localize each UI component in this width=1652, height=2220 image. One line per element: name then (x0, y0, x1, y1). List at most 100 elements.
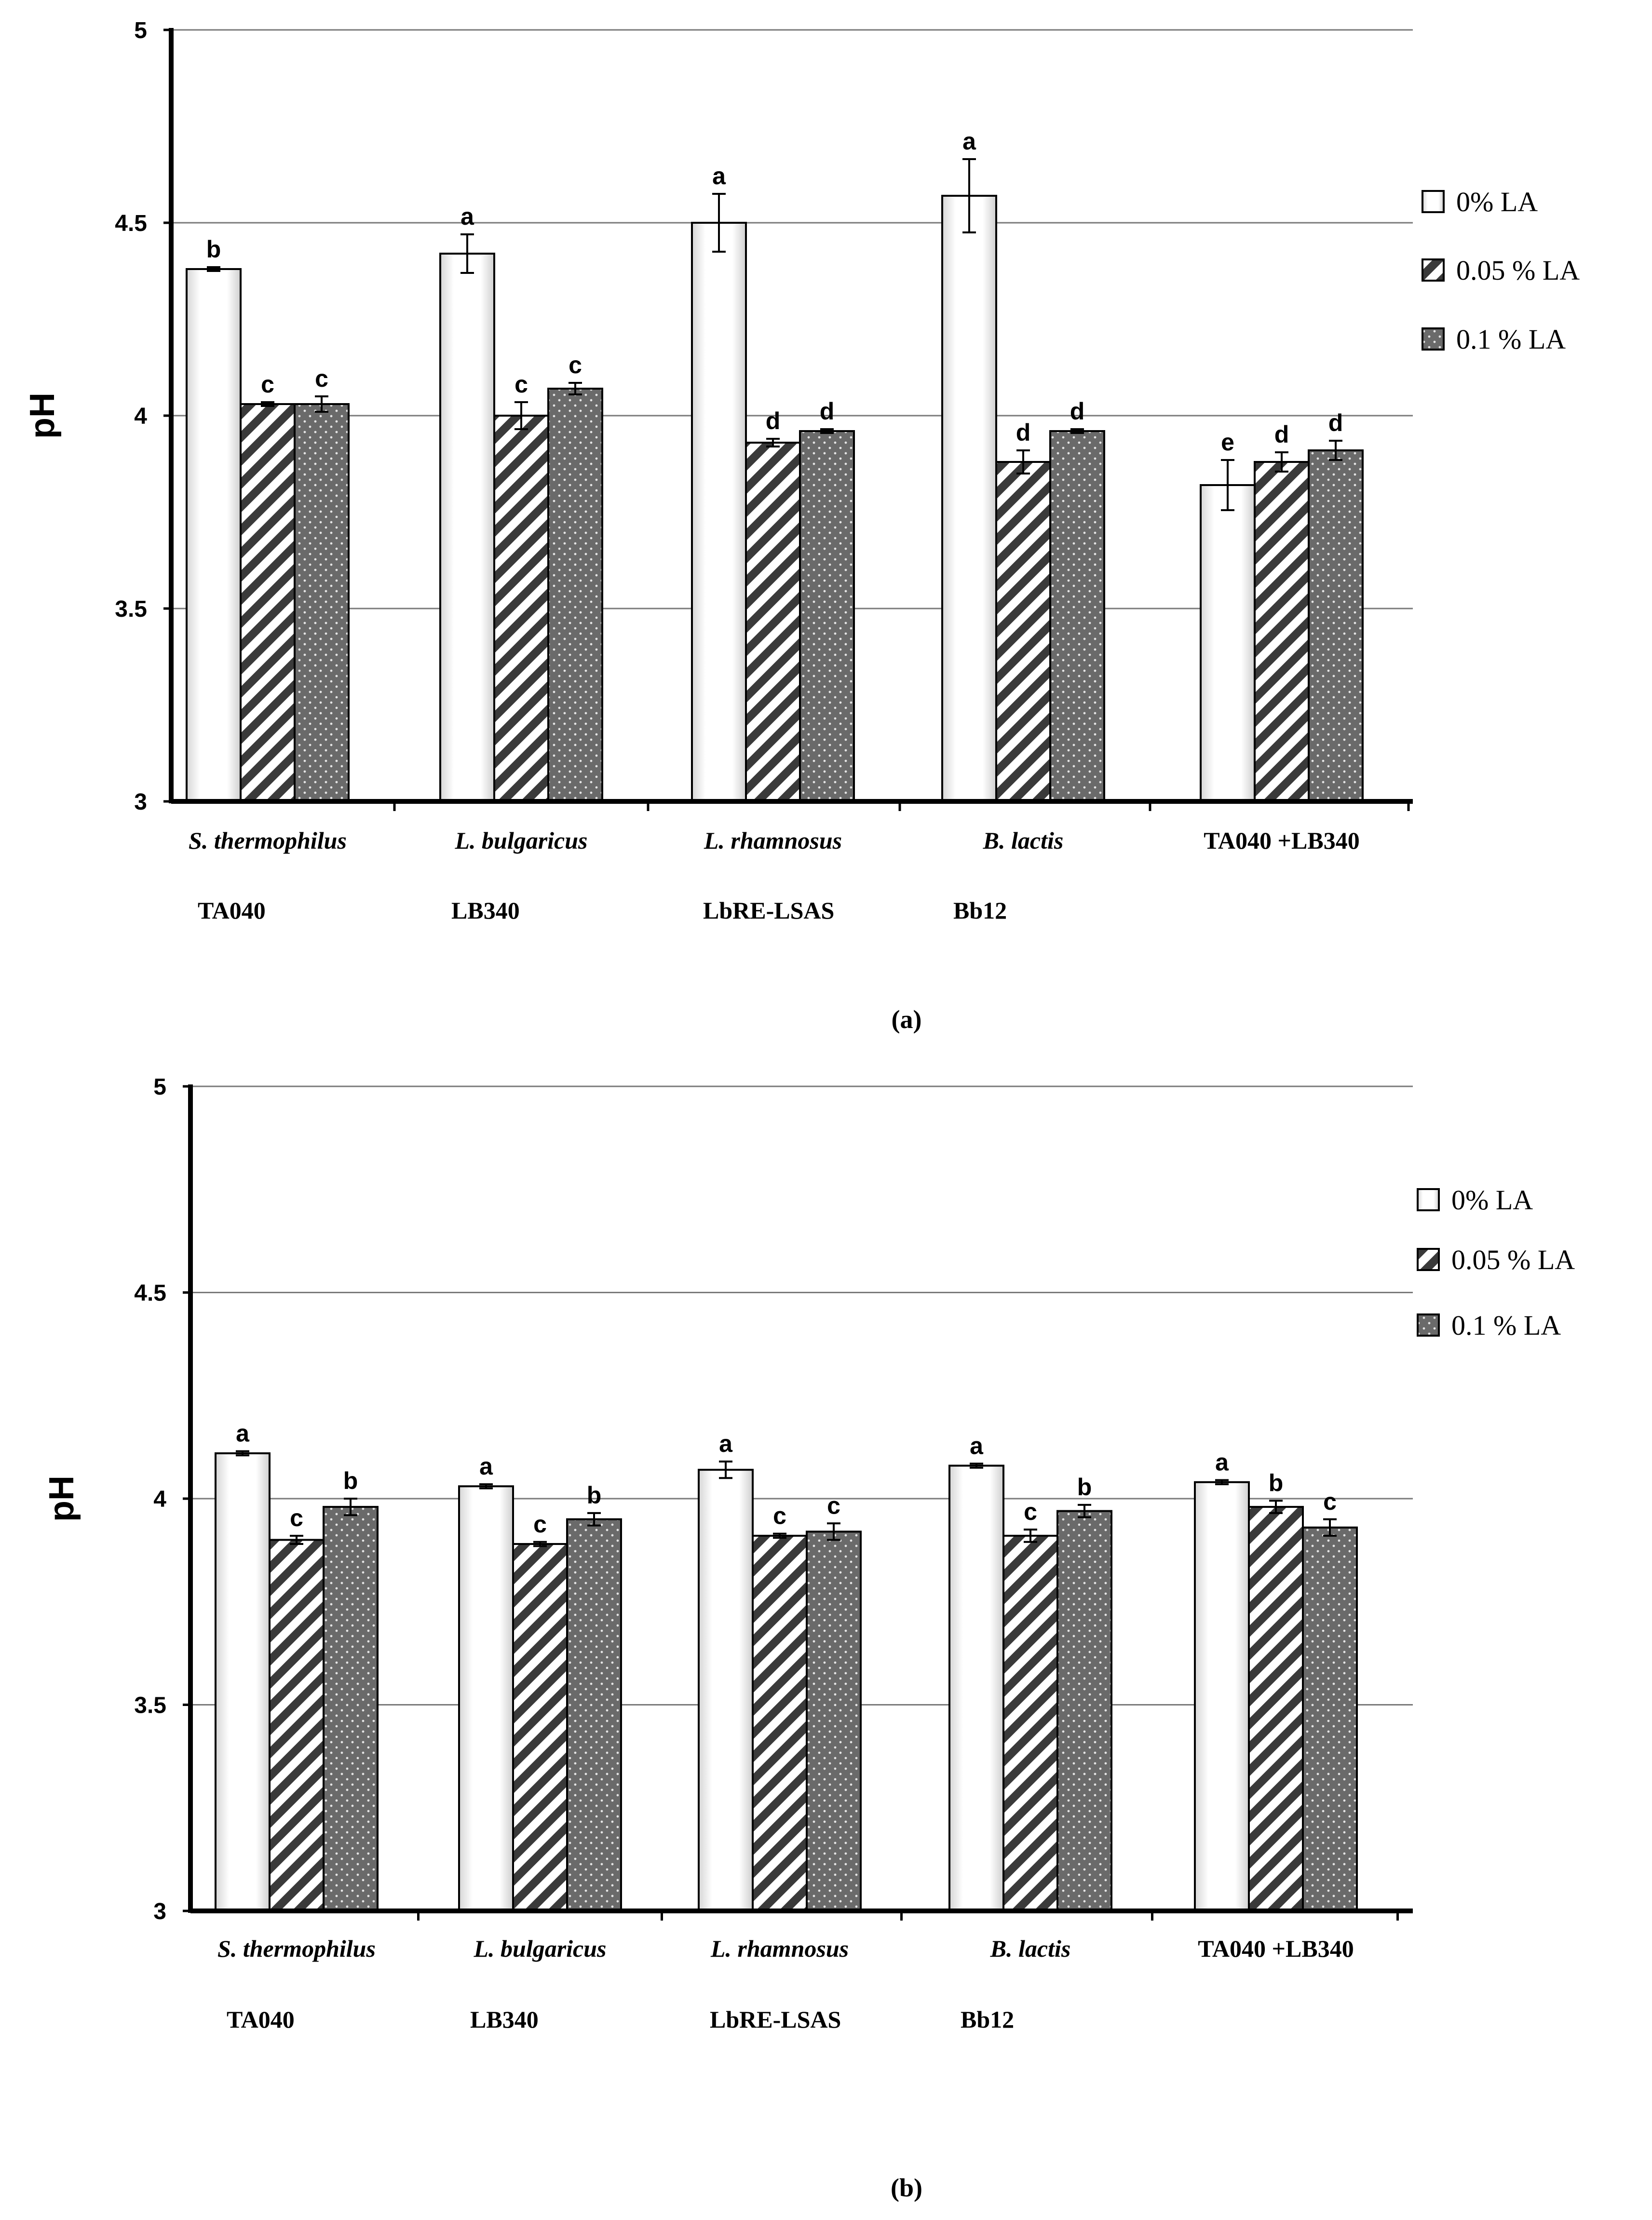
legend-swatch (1422, 258, 1445, 282)
y-tick-label: 4 (134, 404, 147, 429)
significance-letter: c (261, 371, 274, 398)
bar (458, 1485, 514, 1912)
significance-letter: c (515, 371, 528, 398)
legend: 0% LA 0.05 % LA 0.1 % LA (1422, 186, 1580, 355)
significance-letter: b (343, 1467, 358, 1494)
y-tick-label: 5 (134, 18, 147, 43)
bar (547, 388, 603, 802)
significance-letter: e (1221, 429, 1234, 456)
panel-label: (a) (892, 1005, 922, 1034)
significance-letter: a (970, 1432, 984, 1459)
legend-label: 0% LA (1456, 186, 1538, 217)
legend-label: 0.1 % LA (1456, 324, 1566, 355)
significance-letter: b (1269, 1469, 1284, 1496)
category-code: Bb12 (953, 897, 1007, 924)
significance-letter: c (290, 1504, 303, 1531)
bar (1049, 430, 1105, 802)
bar (323, 1506, 379, 1912)
legend-label: 0.1 % LA (1451, 1310, 1561, 1341)
legend-swatch (1422, 327, 1445, 351)
bar (1302, 1526, 1358, 1912)
category-code: LbRE-LSAS (703, 897, 834, 924)
bar (566, 1518, 622, 1912)
y-tick-label: 3 (134, 789, 147, 815)
category-label: L. bulgaricus (454, 827, 587, 854)
y-tick-label: 3 (153, 1899, 166, 1924)
category-code: LB340 (470, 2006, 539, 2033)
bar (493, 415, 549, 802)
y-axis-label: pH (42, 1475, 81, 1522)
significance-letter: d (1070, 398, 1085, 425)
bar (1002, 1534, 1058, 1912)
bar (1056, 1510, 1112, 1912)
category-label: S. thermophilus (189, 827, 347, 854)
category-label: B. lactis (983, 827, 1064, 854)
y-tick-label: 5 (153, 1074, 166, 1100)
bar (1194, 1481, 1250, 1912)
legend: 0% LA 0.05 % LA 0.1 % LA (1417, 1184, 1575, 1341)
chart-panel-b: 3 3.5 4 4.5 5 pH a a a a a c c c c b b b c b c S. thermophilu… (42, 1074, 1575, 2202)
category-label: L. bulgaricus (473, 1935, 606, 1962)
significance-letter: a (236, 1420, 250, 1447)
significance-letter: a (479, 1453, 493, 1480)
category-code: Bb12 (961, 2006, 1014, 2033)
category-label: S. thermophilus (217, 1935, 376, 1962)
significance-letter: d (1016, 419, 1031, 446)
significance-letter: b (587, 1482, 602, 1509)
category-label: L. rhamnosus (704, 827, 842, 854)
legend-swatch (1417, 1313, 1440, 1337)
bar (439, 253, 495, 802)
category-code: LB340 (451, 897, 520, 924)
bar (1308, 449, 1364, 802)
significance-letter: c (1323, 1488, 1337, 1515)
bar (948, 1464, 1004, 1912)
category-label: TA040 +LB340 (1204, 827, 1359, 854)
bar (995, 461, 1051, 802)
legend-swatch (1417, 1248, 1440, 1271)
category-code: TA040 (198, 897, 266, 924)
legend-swatch (1422, 190, 1445, 213)
category-code: LbRE-LSAS (710, 2006, 841, 2033)
legend-label: 0% LA (1451, 1184, 1533, 1216)
y-tick-label: 4 (153, 1487, 166, 1512)
bar (215, 1452, 271, 1912)
chart-panel-a: 3 3.5 4 4.5 5 pH b a a a e c c d d d c c d d d S. thermophilu… (23, 18, 1580, 1034)
significance-letter: b (206, 236, 221, 263)
y-axis-label: pH (23, 393, 62, 439)
y-tick-label: 3.5 (115, 596, 147, 622)
bar (294, 403, 350, 802)
significance-letter: c (1024, 1498, 1037, 1525)
bar (186, 268, 242, 802)
category-code: TA040 (227, 2006, 295, 2033)
significance-letter: c (533, 1511, 547, 1538)
legend-label: 0.05 % LA (1456, 255, 1580, 286)
legend-swatch (1417, 1188, 1440, 1211)
bar (752, 1534, 808, 1912)
category-label: TA040 +LB340 (1198, 1935, 1354, 1962)
significance-letter: a (1215, 1449, 1229, 1476)
legend-label: 0.05 % LA (1451, 1244, 1575, 1275)
bar (269, 1539, 325, 1912)
bar (1248, 1506, 1304, 1912)
significance-letter: c (773, 1503, 786, 1530)
bar (799, 430, 855, 802)
significance-letter: a (962, 128, 976, 155)
significance-letter: c (569, 352, 582, 379)
bar (806, 1530, 862, 1912)
significance-letter: d (1328, 409, 1343, 436)
bar (512, 1543, 568, 1912)
bar (240, 403, 296, 802)
category-label: B. lactis (990, 1935, 1071, 1962)
significance-letter: c (827, 1492, 840, 1519)
bar (941, 195, 997, 802)
panel-label: (b) (891, 2173, 922, 2202)
significance-letter: d (1274, 421, 1289, 448)
bar (698, 1469, 754, 1912)
significance-letter: c (315, 365, 328, 392)
category-label: L. rhamnosus (710, 1935, 849, 1962)
significance-letter: a (712, 162, 726, 190)
bar (1254, 461, 1310, 802)
significance-letter: d (766, 407, 781, 434)
significance-letter: a (460, 203, 474, 230)
